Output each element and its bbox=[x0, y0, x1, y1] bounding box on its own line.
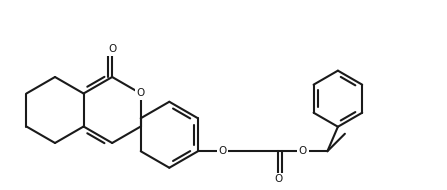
Text: O: O bbox=[218, 146, 227, 156]
Text: O: O bbox=[137, 89, 145, 98]
Text: O: O bbox=[274, 174, 283, 184]
Text: O: O bbox=[299, 146, 307, 156]
Text: O: O bbox=[108, 44, 116, 54]
